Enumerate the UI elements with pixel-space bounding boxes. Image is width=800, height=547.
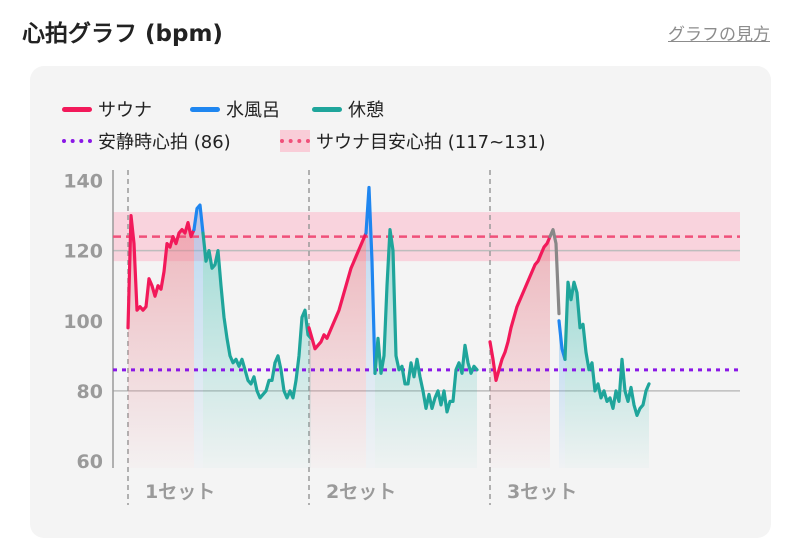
set2-rest-area [375,229,477,468]
legend-cold-bath: 水風呂 [190,96,280,122]
legend-target-hr: サウナ目安心拍 (117~131) [280,128,546,154]
legend-cold-bath-label: 水風呂 [226,100,280,121]
set1-cold-bath-area [194,205,203,468]
set3-transition-line [548,228,561,316]
set1-sauna-line [126,214,196,330]
set-label-2: 2セット [326,481,396,503]
y-tick-label-80: 80 [77,381,103,403]
y-tick-label-60: 60 [77,451,103,473]
legend-resting-hr-swatch [62,139,92,143]
legend-target-hr-label: サウナ目安心拍 (117~131) [316,132,546,153]
legend-resting-hr-label: 安静時心拍 (86) [98,132,231,153]
legend-cold-bath-swatch [190,106,220,112]
y-tick-label-100: 100 [63,311,103,333]
legend-target-hr-swatch [280,130,310,152]
set3-rest-line [563,280,651,417]
set1-rest-area [203,233,311,468]
page-title: 心拍グラフ (bpm) [22,21,223,47]
set3-sauna-area [490,236,550,468]
set2-cold-bath-area [366,187,375,468]
set1-cold-bath-line [192,203,205,235]
set3-sauna-line [488,235,552,382]
set2-rest-line [373,228,479,414]
graph-guide-link[interactable]: グラフの見方 [668,25,770,45]
legend-rest-swatch [312,106,342,112]
set2-sauna-area [309,233,366,468]
legend-sauna-swatch [62,106,92,112]
set2-sauna-line [307,231,368,351]
set-label-1: 1セット [145,481,215,503]
legend-rest: 休憩 [312,96,384,122]
legend-sauna: サウナ [62,96,152,122]
legend-sauna-label: サウナ [98,100,152,121]
set-label-3: 3セット [507,481,577,503]
y-tick-label-140: 140 [63,171,103,193]
set2-cold-bath-line [364,185,377,375]
set3-rest-area [565,282,649,468]
set1-rest-line [201,231,313,400]
set1-sauna-area [128,215,194,468]
y-tick-label-120: 120 [63,241,103,263]
legend-rest-label: 休憩 [348,100,384,121]
legend-resting-hr: 安静時心拍 (86) [62,128,231,154]
